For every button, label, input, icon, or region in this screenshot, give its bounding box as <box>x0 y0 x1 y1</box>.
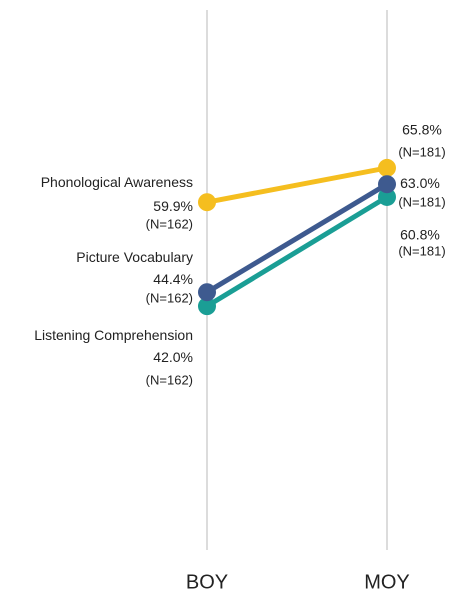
value-label: 59.9% <box>153 198 193 214</box>
n-label: (N=181) <box>398 195 445 210</box>
n-label: (N=181) <box>398 243 445 258</box>
series-name: Listening Comprehension <box>34 327 193 343</box>
point <box>198 283 216 302</box>
series-line <box>205 182 389 295</box>
point <box>378 175 396 194</box>
point <box>198 193 216 212</box>
value-label: 44.4% <box>153 271 193 287</box>
n-label: (N=181) <box>398 144 445 159</box>
series-name: Picture Vocabulary <box>76 249 193 265</box>
point <box>378 158 396 177</box>
point <box>378 187 396 206</box>
n-label: (N=162) <box>146 373 193 388</box>
x-tick-label: BOY <box>186 571 228 593</box>
x-tick-label: MOY <box>364 571 410 593</box>
value-label: 65.8% <box>402 122 442 138</box>
series-name: Phonological Awareness <box>41 174 193 190</box>
value-label: 63.0% <box>400 175 440 191</box>
series-line <box>205 194 389 309</box>
n-label: (N=162) <box>146 217 193 232</box>
n-label: (N=162) <box>146 291 193 306</box>
value-label: 42.0% <box>153 349 193 365</box>
series-line <box>206 165 388 205</box>
point <box>198 297 216 316</box>
value-label: 60.8% <box>400 227 440 243</box>
